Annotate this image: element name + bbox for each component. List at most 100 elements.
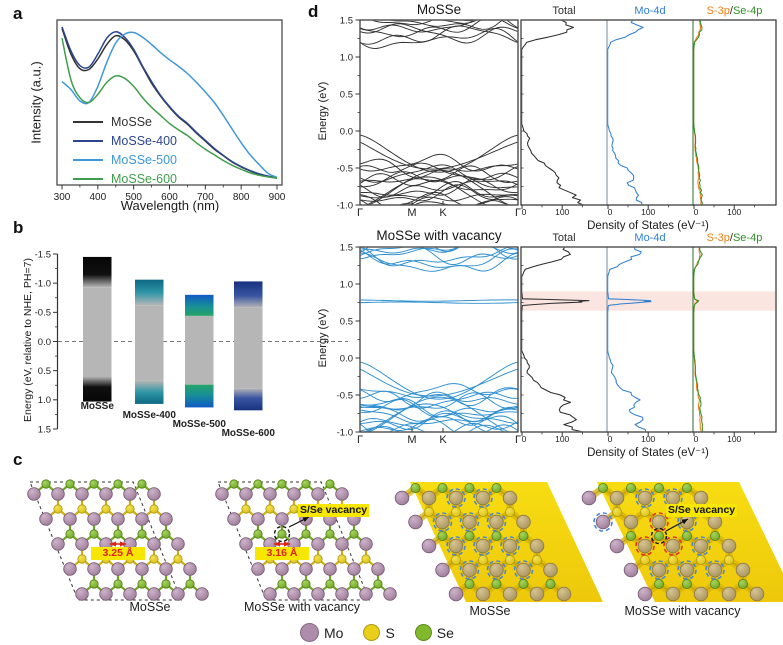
se-atom	[464, 579, 475, 590]
mo-atom	[502, 586, 518, 602]
mo-atom	[63, 562, 77, 576]
atom-legend-dot	[363, 624, 381, 641]
mo-atom	[111, 512, 125, 526]
band-title-mosse: MoSSe	[416, 2, 462, 17]
mo-atom	[435, 562, 450, 578]
mo-atom	[371, 562, 385, 576]
s-atom	[77, 554, 87, 564]
mo-atom	[123, 587, 137, 601]
svg-text:0: 0	[608, 207, 613, 217]
s-atom	[504, 555, 515, 566]
atom-legend-dot	[300, 623, 319, 642]
kpoint-label: Γ	[515, 207, 521, 219]
svg-text:0.5: 0.5	[340, 316, 353, 327]
mo-atom	[75, 537, 89, 551]
mo-atom	[435, 514, 450, 530]
svg-text:0: 0	[522, 207, 527, 217]
legend-swatch	[73, 158, 103, 161]
mo-atom	[171, 587, 185, 601]
panel-a-ylabel: Intensity (a.u.)	[28, 61, 44, 144]
bandgap-MoSSe-400	[135, 305, 164, 381]
svg-text:1.0: 1.0	[340, 52, 353, 63]
legend-entry-MoSSe-500: MoSSe-500	[73, 150, 177, 169]
se-atom	[89, 529, 99, 539]
mo-atom	[595, 514, 611, 530]
se-atom	[437, 482, 448, 493]
se-atom	[545, 579, 556, 590]
panel-a-legend: MoSSe MoSSe-400 MoSSe-500 MoSSe-600	[73, 112, 177, 188]
blue-dashed-marker	[473, 488, 493, 508]
svg-text:100: 100	[555, 434, 569, 444]
blue-dashed-marker	[677, 560, 697, 580]
se-atom	[89, 479, 99, 489]
mo-atom	[609, 538, 625, 554]
dos-xlabel-top: Density of States (eV⁻¹)	[587, 220, 709, 232]
mo-atom	[347, 562, 361, 576]
s-atom	[532, 555, 543, 566]
blue-dashed-marker	[486, 560, 507, 580]
mo-atom	[63, 512, 77, 526]
mo-atom	[543, 562, 558, 578]
svg-text:100: 100	[555, 207, 569, 217]
se-atom	[89, 579, 99, 589]
mo-atom	[51, 487, 65, 501]
mo-atom	[287, 587, 301, 601]
blue-dashed-marker	[649, 560, 669, 580]
bandgap-MoSSe-500	[185, 315, 214, 385]
mo-atom	[311, 537, 325, 551]
se-atom	[277, 529, 287, 539]
vacancy-label-left: S/Se vacancy	[298, 504, 370, 517]
blue-dashed-marker	[691, 536, 711, 556]
svg-text:0: 0	[522, 434, 527, 444]
mo-atom	[721, 538, 737, 554]
unit-cell-outline	[217, 481, 370, 601]
mo-atom	[421, 490, 437, 506]
se-atom	[654, 579, 665, 590]
mo-atom	[707, 562, 723, 578]
dos-header: S-3p/Se-4p	[706, 5, 763, 17]
structure-label-4: MoSSe with vacancy	[624, 604, 741, 618]
se-atom	[113, 479, 123, 489]
kpoint-label: Γ	[357, 434, 363, 446]
kpoint-label: Γ	[515, 434, 521, 446]
vb-MoSSe-600	[234, 388, 263, 411]
panel-a-letter: a	[13, 4, 23, 23]
mo-atom	[623, 562, 639, 578]
s-atom	[612, 506, 623, 517]
mo-atom	[335, 537, 349, 551]
spectrum-MoSSe-500	[61, 31, 278, 179]
se-atom	[161, 579, 171, 589]
structure-label-3: MoSSe	[469, 604, 511, 618]
svg-text:1.0: 1.0	[38, 395, 51, 406]
svg-text:1.5: 1.5	[340, 242, 353, 253]
blue-dashed-marker	[446, 536, 466, 556]
se-atom	[598, 482, 609, 493]
se-atom	[113, 579, 123, 589]
mo-atom	[475, 586, 491, 602]
panel-c-structures	[27, 479, 783, 602]
svg-text:-0.5: -0.5	[35, 308, 51, 319]
mo-atom	[408, 514, 423, 530]
mo-atom	[721, 586, 737, 602]
mo-atom	[263, 487, 277, 501]
mo-atom	[335, 587, 349, 601]
band-dos-block-0: 1.51.00.50.0-0.5-1.0Γ M K Γ 0 100 0 100 0 100	[337, 15, 777, 219]
mo-atom	[394, 490, 410, 506]
panel-b-ylabel: Energy (eV, relative to NHE, PH=7)	[22, 258, 34, 422]
svg-text:1.5: 1.5	[38, 424, 51, 435]
mo-atom	[159, 512, 173, 526]
crystal-structure-3	[581, 482, 783, 602]
crystal-structure-1	[215, 479, 397, 601]
se-atom	[325, 479, 335, 489]
s-atom	[640, 506, 651, 517]
svg-text:500: 500	[125, 192, 142, 203]
mo-atom	[475, 490, 491, 506]
structure-label-1: MoSSe	[129, 600, 171, 614]
svg-text:0.0: 0.0	[340, 353, 353, 364]
legend-label: MoSSe	[111, 114, 152, 129]
svg-text:0: 0	[694, 207, 699, 217]
spectrum-MoSSe-400	[61, 26, 278, 179]
mo-atom	[275, 562, 289, 576]
s-atom	[477, 506, 488, 517]
svg-text:800: 800	[233, 192, 250, 203]
